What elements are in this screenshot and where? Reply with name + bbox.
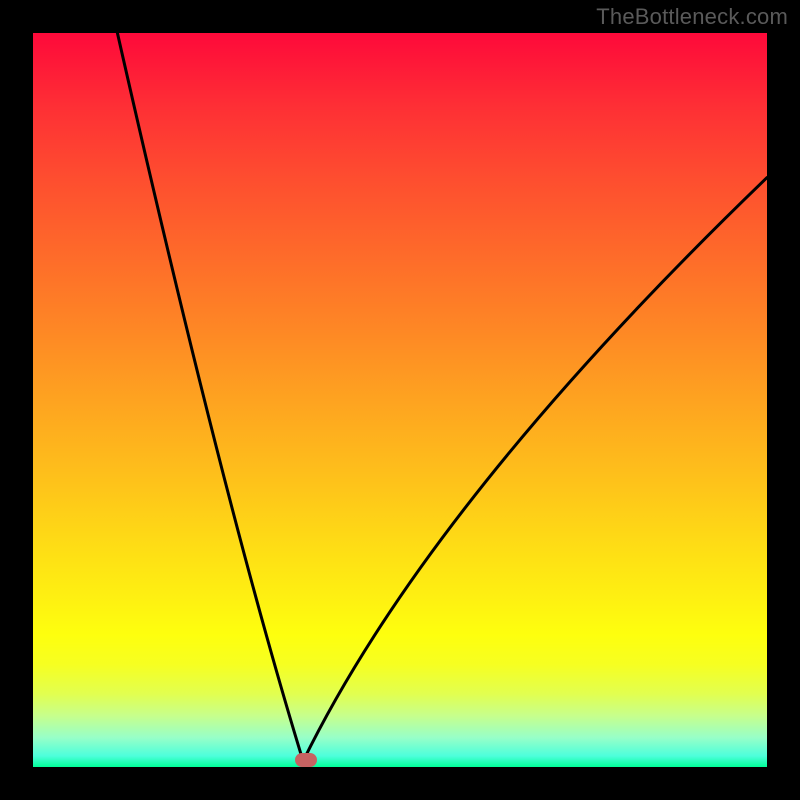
plot-area [33, 33, 767, 767]
bottleneck-curve [117, 33, 767, 761]
minimum-marker [295, 753, 317, 767]
curve-svg [33, 33, 767, 767]
watermark-text: TheBottleneck.com [596, 4, 788, 30]
